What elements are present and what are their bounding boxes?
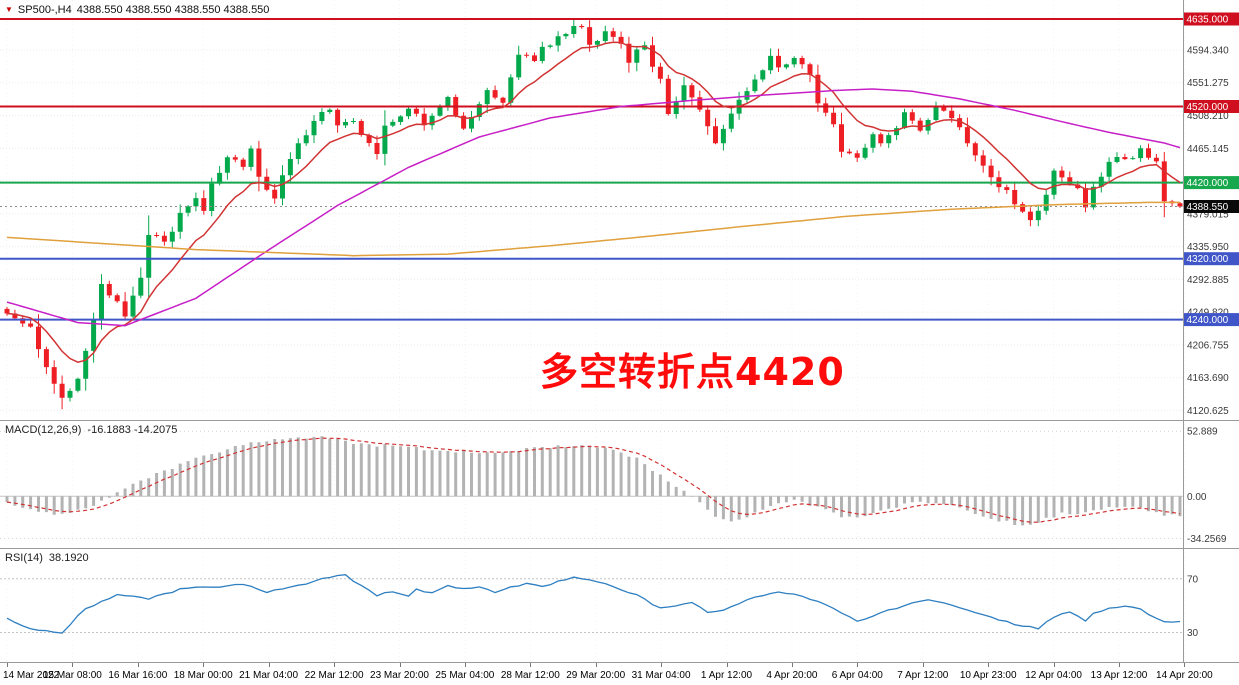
price-scale-tick: 4163.690 [1187,373,1229,384]
time-axis-tick [922,663,924,667]
time-axis-label: 14 Mar 2022 [3,670,60,681]
time-axis-tick [72,663,74,667]
vertical-grid [6,548,1185,662]
price-badge-4420.000 [1184,176,1239,190]
time-axis-tick [334,663,336,667]
time-axis-label: 31 Mar 04:00 [631,670,691,681]
price-badge-label: 4388.550 [1187,202,1229,213]
time-axis-label: 25 Mar 04:00 [435,670,495,681]
macd-scale-tick: 0.00 [1187,492,1207,503]
vertical-grid [6,0,1185,420]
macd-signal-line [6,437,1181,523]
time-axis-tick [530,663,532,667]
price-scale-tick: 4551.275 [1187,78,1229,89]
price-scale-tick: 4508.210 [1187,111,1229,122]
price-scale-tick: 4120.625 [1187,406,1229,417]
price-chart-panel[interactable]: 4594.3404551.2754508.2104465.1454422.080… [0,0,1239,420]
candle-bodies-down [4,26,1183,398]
price-scale-tick: 4292.885 [1187,275,1229,286]
time-axis-label: 6 Apr 04:00 [831,670,883,681]
price-scale-tick: 4465.145 [1187,144,1229,155]
time-axis-tick [1184,663,1186,667]
time-axis-tick [661,663,663,667]
price-scale-tick: 4594.340 [1187,46,1229,57]
time-axis-label: 16 Mar 16:00 [108,670,168,681]
time-axis-tick [137,663,139,667]
macd-histogram [5,436,1182,526]
macd-scale-tick: -34.2569 [1187,534,1227,545]
candle-bodies-up [67,26,1144,398]
time-axis-label: 23 Mar 20:00 [370,670,429,681]
time-axis-tick [464,663,466,667]
time-axis-tick [7,663,8,667]
price-badge-4320.000 [1184,252,1239,266]
time-axis-label: 29 Mar 20:00 [566,670,626,681]
price-scale-tick: 4335.950 [1187,242,1229,253]
price-badge-4635.000 [1184,12,1239,26]
rsi-line [6,574,1181,634]
time-axis-label: 7 Apr 12:00 [897,670,949,681]
rsi-panel[interactable]: 70 30 RSI(14) 38.1920 [0,548,1239,662]
time-axis-label: 14 Apr 20:00 [1156,670,1213,681]
time-axis-label: 15 Mar 08:00 [42,670,102,681]
time-axis-tick [726,663,728,667]
price-badge-4240.000 [1184,313,1239,327]
price-badge-4388.550 [1184,200,1239,213]
macd-panel[interactable]: 52.889 0.00 -34.2569 MACD(12,26,9) -16.188… [0,420,1239,548]
time-axis-tick [268,663,270,667]
time-axis-label: 22 Mar 12:00 [304,670,364,681]
time-axis[interactable]: 14 Mar 2022 15 Mar 08:00 16 Mar 16:00 18 Ma… [0,662,1239,685]
price-badge-label: 4240.000 [1187,315,1229,326]
rsi-scale-tick: 30 [1187,628,1199,639]
macd-chart-canvas[interactable]: 52.889 0.00 -34.2569 [0,420,1239,548]
time-axis-tick [857,663,859,667]
time-axis-label: 13 Apr 12:00 [1090,670,1148,681]
candle-wicks-up [69,19,1142,402]
rsi-scale-tick: 70 [1187,574,1199,585]
price-badge-label: 4420.000 [1187,178,1229,189]
vertical-grid [6,420,1185,548]
time-axis-label: 12 Apr 04:00 [1025,670,1082,681]
ma-red-line [6,41,1181,363]
rsi-chart-canvas[interactable]: 70 30 [0,548,1239,662]
ma-magenta-line [6,88,1181,327]
time-axis-label: 4 Apr 20:00 [766,670,818,681]
time-axis-label: 1 Apr 12:00 [700,670,753,681]
macd-scale-tick: 52.889 [1187,427,1218,438]
time-axis-tick [791,663,793,667]
time-axis-tick [1119,663,1120,667]
horizontal-grid [0,49,1183,411]
time-axis-label: 21 Mar 04:00 [239,670,299,681]
price-badge-label: 4520.000 [1187,102,1229,113]
time-axis-tick [203,663,205,667]
price-chart-canvas[interactable]: 4594.3404551.2754508.2104465.1454422.080… [0,0,1239,420]
time-axis-label: 10 Apr 23:00 [959,670,1017,681]
price-scale-tick: 4379.015 [1187,209,1229,220]
time-axis-tick [988,663,990,667]
ma-orange-line [6,201,1180,257]
time-axis-label: 18 Mar 00:00 [173,670,233,681]
price-badge-label: 4635.000 [1187,15,1229,26]
price-badge-label: 4320.000 [1187,254,1229,265]
time-axis-label: 28 Mar 12:00 [500,670,560,681]
candle-wicks-down [6,20,1181,410]
time-axis-tick [1053,663,1055,667]
time-axis-tick [399,663,401,667]
time-axis-tick [595,663,597,667]
price-scale-tick: 4206.755 [1187,340,1229,351]
price-badge-4520.000 [1184,100,1239,113]
